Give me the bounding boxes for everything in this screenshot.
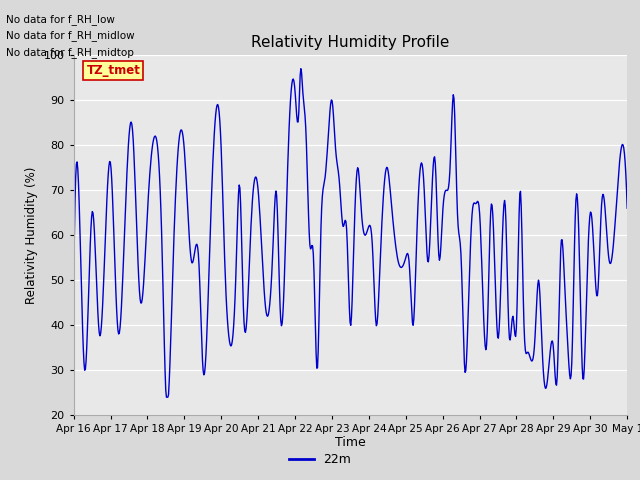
Y-axis label: Relativity Humidity (%): Relativity Humidity (%): [25, 167, 38, 304]
X-axis label: Time: Time: [335, 436, 366, 449]
Text: No data for f_RH_midlow: No data for f_RH_midlow: [6, 30, 135, 41]
Text: TZ_tmet: TZ_tmet: [86, 64, 140, 77]
Text: No data for f_RH_low: No data for f_RH_low: [6, 13, 115, 24]
Legend: 22m: 22m: [284, 448, 356, 471]
Text: No data for f_RH_midtop: No data for f_RH_midtop: [6, 47, 134, 58]
Title: Relativity Humidity Profile: Relativity Humidity Profile: [252, 35, 449, 50]
